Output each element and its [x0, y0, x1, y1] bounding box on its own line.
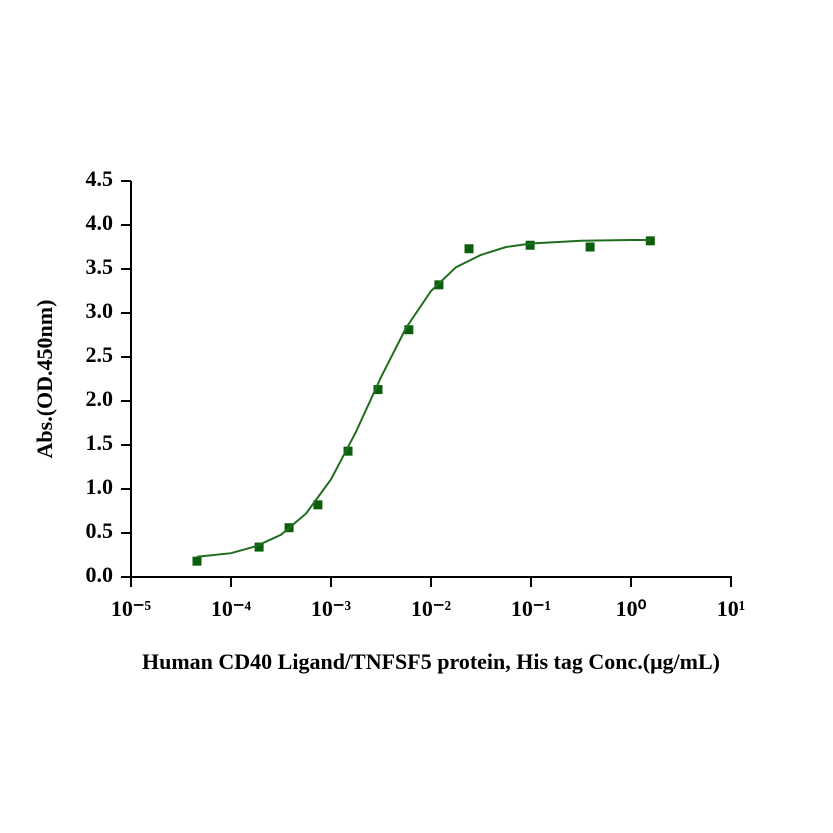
data-point [254, 542, 264, 552]
y-tick-label: 2.0 [86, 386, 114, 411]
y-tick-label: 4.5 [86, 166, 114, 191]
data-point [585, 242, 595, 252]
y-axis-label: Abs.(OD.450nm) [32, 300, 57, 459]
data-point [192, 556, 202, 566]
data-point [373, 385, 383, 395]
x-tick-label: 10⁻³ [311, 596, 352, 621]
y-tick-label: 1.0 [86, 474, 114, 499]
x-tick-label: 10⁻⁴ [211, 596, 252, 621]
y-tick-label: 2.5 [86, 342, 114, 367]
data-point [343, 446, 353, 456]
data-point [525, 240, 535, 250]
data-point [313, 500, 323, 510]
x-tick-label: 10¹ [717, 596, 746, 621]
y-tick-label: 3.0 [86, 298, 114, 323]
y-tick-label: 4.0 [86, 210, 114, 235]
x-tick-label: 10⁰ [616, 596, 647, 621]
y-tick-label: 3.5 [86, 254, 114, 279]
y-tick-label: 0.0 [86, 562, 114, 587]
y-tick-label: 0.5 [86, 518, 114, 543]
data-point [464, 244, 474, 254]
x-tick-label: 10⁻¹ [511, 596, 551, 621]
x-tick-label: 10⁻² [411, 596, 452, 621]
fit-curve [196, 239, 651, 558]
y-tick-label: 1.5 [86, 430, 114, 455]
x-axis-label: Human CD40 Ligand/TNFSF5 protein, His ta… [142, 649, 720, 674]
x-tick-label: 10⁻⁵ [111, 596, 152, 621]
data-point [404, 325, 414, 335]
